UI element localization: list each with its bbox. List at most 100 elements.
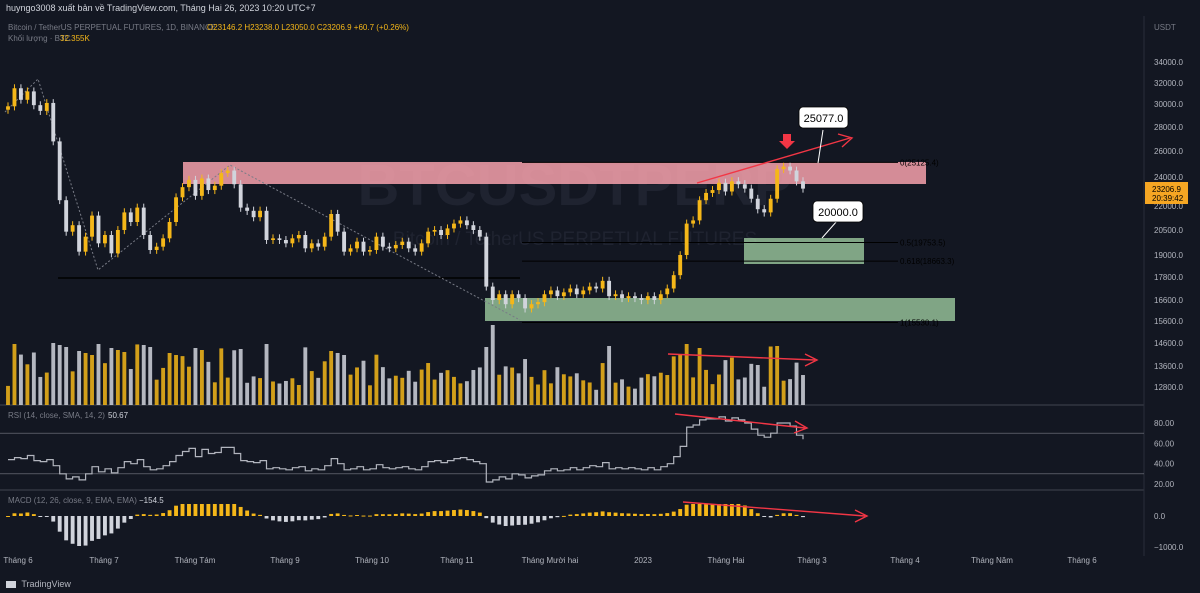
candle-body[interactable] xyxy=(109,235,114,254)
candle-body[interactable] xyxy=(691,220,696,224)
candle-body[interactable] xyxy=(135,207,140,222)
volume-bar[interactable] xyxy=(18,354,23,405)
macd-bar[interactable] xyxy=(536,516,540,523)
macd-bar[interactable] xyxy=(736,504,741,516)
volume-bar[interactable] xyxy=(148,347,153,405)
volume-bar[interactable] xyxy=(781,380,786,405)
macd-bar[interactable] xyxy=(652,514,657,516)
candle-body[interactable] xyxy=(768,198,773,213)
macd-bar[interactable] xyxy=(18,513,23,516)
volume-bar[interactable] xyxy=(548,383,553,405)
resistance-zone[interactable] xyxy=(183,162,926,184)
macd-bar[interactable] xyxy=(193,504,198,516)
volume-bar[interactable] xyxy=(258,378,263,405)
candle-body[interactable] xyxy=(788,166,793,171)
macd-axis-ticks[interactable]: 0.0 −1000.0 xyxy=(1154,512,1184,552)
macd-bar[interactable] xyxy=(180,504,185,516)
macd-bar[interactable] xyxy=(710,504,715,516)
volume-bar[interactable] xyxy=(283,380,288,405)
macd-bar[interactable] xyxy=(148,514,153,516)
macd-bar[interactable] xyxy=(788,513,793,516)
volume-bar[interactable] xyxy=(574,373,579,405)
macd-bar[interactable] xyxy=(671,511,676,516)
candle-body[interactable] xyxy=(723,182,728,192)
candle-body[interactable] xyxy=(245,207,250,211)
candle-body[interactable] xyxy=(755,198,760,210)
volume-bar[interactable] xyxy=(245,382,250,405)
candle-body[interactable] xyxy=(225,170,230,174)
volume-bar[interactable] xyxy=(374,354,379,405)
macd-bar[interactable] xyxy=(717,504,721,516)
candle-body[interactable] xyxy=(464,220,469,226)
candle-body[interactable] xyxy=(484,236,489,287)
macd-bar[interactable] xyxy=(51,516,56,522)
volume-bar[interactable] xyxy=(316,377,321,405)
macd-bar[interactable] xyxy=(283,516,288,522)
macd-bar[interactable] xyxy=(762,516,767,517)
candle-body[interactable] xyxy=(762,209,767,213)
rsi-axis-ticks[interactable]: 20.00 40.00 60.00 80.00 xyxy=(1154,419,1175,489)
support-zone-bottom[interactable] xyxy=(485,298,955,321)
fib-levels[interactable]: 0(25125.4) 0.5(19753.5) 0.618(18663.3) 1(15… xyxy=(522,158,955,328)
macd-bar[interactable] xyxy=(290,516,295,522)
candle-body[interactable] xyxy=(426,231,431,244)
macd-bar[interactable] xyxy=(44,516,49,517)
macd-bar[interactable] xyxy=(374,514,379,516)
macd-bar[interactable] xyxy=(57,516,62,532)
volume-bar[interactable] xyxy=(419,369,424,405)
volume-bar[interactable] xyxy=(626,386,631,405)
volume-bar[interactable] xyxy=(271,381,275,405)
candle-body[interactable] xyxy=(406,241,411,249)
macd-bar[interactable] xyxy=(426,512,431,516)
volume-bar[interactable] xyxy=(187,366,191,405)
candle-body[interactable] xyxy=(77,225,82,252)
volume-bar[interactable] xyxy=(497,374,502,405)
candle-body[interactable] xyxy=(174,197,178,222)
volume-bar[interactable] xyxy=(135,344,140,405)
macd-bar[interactable] xyxy=(729,504,734,516)
candle-body[interactable] xyxy=(626,296,631,299)
candle-body[interactable] xyxy=(581,290,586,295)
macd-bar[interactable] xyxy=(187,504,191,516)
candle-body[interactable] xyxy=(296,235,301,239)
candle-body[interactable] xyxy=(122,212,127,230)
candle-body[interactable] xyxy=(445,228,450,235)
macd-bar[interactable] xyxy=(452,510,456,516)
candle-body[interactable] xyxy=(232,170,237,185)
candle-body[interactable] xyxy=(729,181,734,192)
volume-bar[interactable] xyxy=(413,381,418,405)
volume-bar[interactable] xyxy=(128,369,133,405)
macd-bar[interactable] xyxy=(316,516,321,520)
volume-bar[interactable] xyxy=(180,356,185,405)
candle-body[interactable] xyxy=(251,210,256,218)
candle-body[interactable] xyxy=(316,243,321,247)
volume-bar[interactable] xyxy=(736,379,741,405)
volume-bar[interactable] xyxy=(322,361,327,405)
macd-bar[interactable] xyxy=(723,504,728,516)
volume-bar[interactable] xyxy=(516,373,521,405)
volume-bar[interactable] xyxy=(561,374,566,405)
volume-bar[interactable] xyxy=(212,382,217,405)
volume-bar[interactable] xyxy=(174,355,178,405)
volume-bar[interactable] xyxy=(368,385,372,405)
volume-bar[interactable] xyxy=(794,362,799,405)
macd-bar[interactable] xyxy=(587,512,592,516)
callout-25077[interactable]: 25077.0 xyxy=(798,106,849,164)
macd-bar[interactable] xyxy=(419,513,424,516)
volume-bar[interactable] xyxy=(439,372,443,405)
macd-bar[interactable] xyxy=(633,513,637,516)
volume-bar[interactable] xyxy=(238,349,243,405)
macd-bar[interactable] xyxy=(128,516,133,520)
volume-bar[interactable] xyxy=(613,382,618,405)
macd-bar[interactable] xyxy=(296,516,301,521)
candle-body[interactable] xyxy=(393,245,398,249)
volume-bar[interactable] xyxy=(380,367,385,405)
candle-body[interactable] xyxy=(238,184,243,208)
last-price-tag[interactable]: 23206.9 20:39:42 xyxy=(1145,182,1188,204)
volume-bar[interactable] xyxy=(25,364,30,405)
candle-body[interactable] xyxy=(380,236,385,247)
macd-bar[interactable] xyxy=(238,506,243,516)
candle-body[interactable] xyxy=(432,230,437,232)
macd-bar[interactable] xyxy=(135,514,140,516)
macd-bar[interactable] xyxy=(645,513,650,516)
